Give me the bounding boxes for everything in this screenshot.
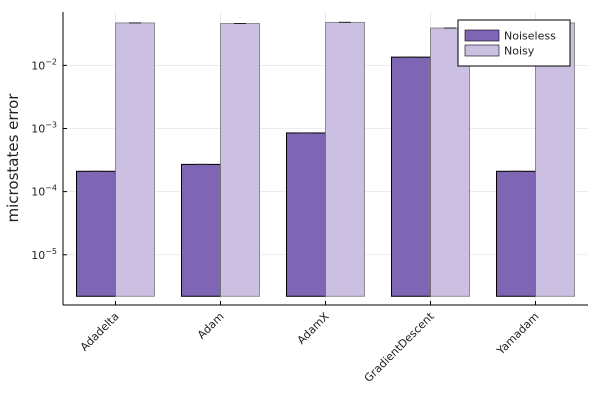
legend-label-noisy: Noisy bbox=[504, 45, 535, 58]
bar-noisy-yamadam bbox=[535, 22, 575, 297]
legend: Noiseless Noisy bbox=[457, 19, 571, 67]
y-tick-labels: 10−5 10−4 10−3 10−2 bbox=[31, 57, 67, 262]
x-tick-labels: Adadelta Adam AdamX GradientDescent Yamadam bbox=[78, 301, 542, 385]
bar-noisy-gradientdescent bbox=[430, 27, 470, 297]
x-tick-label: Yamadam bbox=[494, 310, 542, 358]
bar-noiseless-gradientdescent bbox=[391, 56, 431, 297]
x-tick-label: GradientDescent bbox=[362, 309, 437, 384]
y-tick-label: 10−2 bbox=[31, 57, 57, 72]
y-axis-label: microstates error bbox=[4, 93, 22, 223]
y-tick-label: 10−5 bbox=[31, 247, 57, 262]
bar-noiseless-adamx bbox=[286, 132, 326, 297]
bars bbox=[76, 21, 575, 297]
legend-swatch-noiseless bbox=[464, 29, 500, 42]
bar-noisy-adamx bbox=[325, 21, 365, 297]
legend-swatch-noisy bbox=[464, 44, 500, 57]
x-tick-label: Adadelta bbox=[78, 310, 122, 354]
bar-noiseless-yamadam bbox=[496, 170, 536, 297]
legend-box bbox=[457, 19, 571, 67]
y-tick-label: 10−4 bbox=[31, 184, 57, 199]
bar-noisy-adam bbox=[220, 23, 260, 297]
bar-noisy-adadelta bbox=[115, 22, 155, 297]
y-tick-label: 10−3 bbox=[31, 120, 57, 135]
bar-noiseless-adam bbox=[181, 163, 221, 297]
x-tick-label: Adam bbox=[195, 310, 227, 342]
bar-noiseless-adadelta bbox=[76, 170, 116, 297]
legend-label-noiseless: Noiseless bbox=[504, 30, 556, 43]
x-tick-label: AdamX bbox=[295, 310, 332, 347]
